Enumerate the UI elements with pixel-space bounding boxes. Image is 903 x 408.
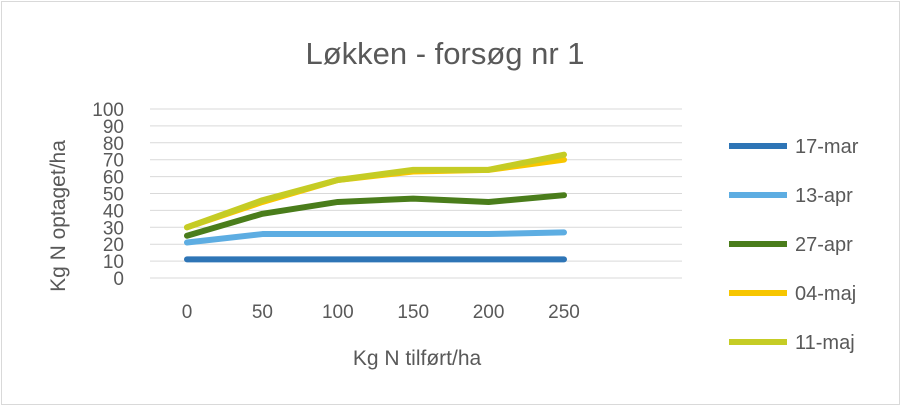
x-tick-label: 150 bbox=[397, 302, 429, 323]
series-line-13-apr bbox=[184, 229, 567, 246]
series-lines bbox=[184, 151, 567, 263]
legend-label: 27-apr bbox=[795, 234, 853, 256]
x-tick-label: 100 bbox=[322, 302, 354, 323]
y-tick-label: 60 bbox=[103, 168, 124, 189]
y-tick-label: 40 bbox=[103, 201, 124, 222]
x-tick-label: 50 bbox=[252, 302, 273, 323]
y-tick-label: 50 bbox=[103, 185, 124, 206]
x-tick-label: 200 bbox=[473, 302, 505, 323]
grid-lines bbox=[150, 108, 682, 279]
y-axis-label: Kg N optaget/ha bbox=[47, 140, 70, 292]
y-tick-label: 0 bbox=[113, 269, 124, 290]
y-tick-label: 100 bbox=[92, 100, 124, 121]
y-tick-label: 70 bbox=[103, 151, 124, 172]
legend-label: 13-apr bbox=[795, 185, 853, 207]
x-tick-label: 0 bbox=[182, 302, 193, 323]
legend-label: 11-maj bbox=[795, 332, 855, 354]
y-tick-label: 30 bbox=[103, 218, 124, 239]
x-axis-label: Kg N tilført/ha bbox=[353, 347, 482, 370]
chart-title: Løkken - forsøg nr 1 bbox=[305, 36, 584, 71]
y-tick-label: 20 bbox=[103, 235, 124, 256]
legend-label: 04-maj bbox=[795, 283, 856, 305]
x-axis-ticks: 0 50 100 150 200 250 bbox=[182, 302, 580, 323]
y-tick-label: 90 bbox=[103, 117, 124, 138]
legend: 17-mar 13-apr 27-apr 04-maj 11-maj bbox=[729, 136, 859, 354]
y-tick-label: 80 bbox=[103, 134, 124, 155]
legend-label: 17-mar bbox=[795, 136, 859, 158]
series-line-27-apr bbox=[184, 192, 567, 239]
y-tick-label: 10 bbox=[103, 252, 124, 273]
series-line-11-maj bbox=[184, 151, 567, 231]
x-tick-label: 250 bbox=[548, 302, 580, 323]
